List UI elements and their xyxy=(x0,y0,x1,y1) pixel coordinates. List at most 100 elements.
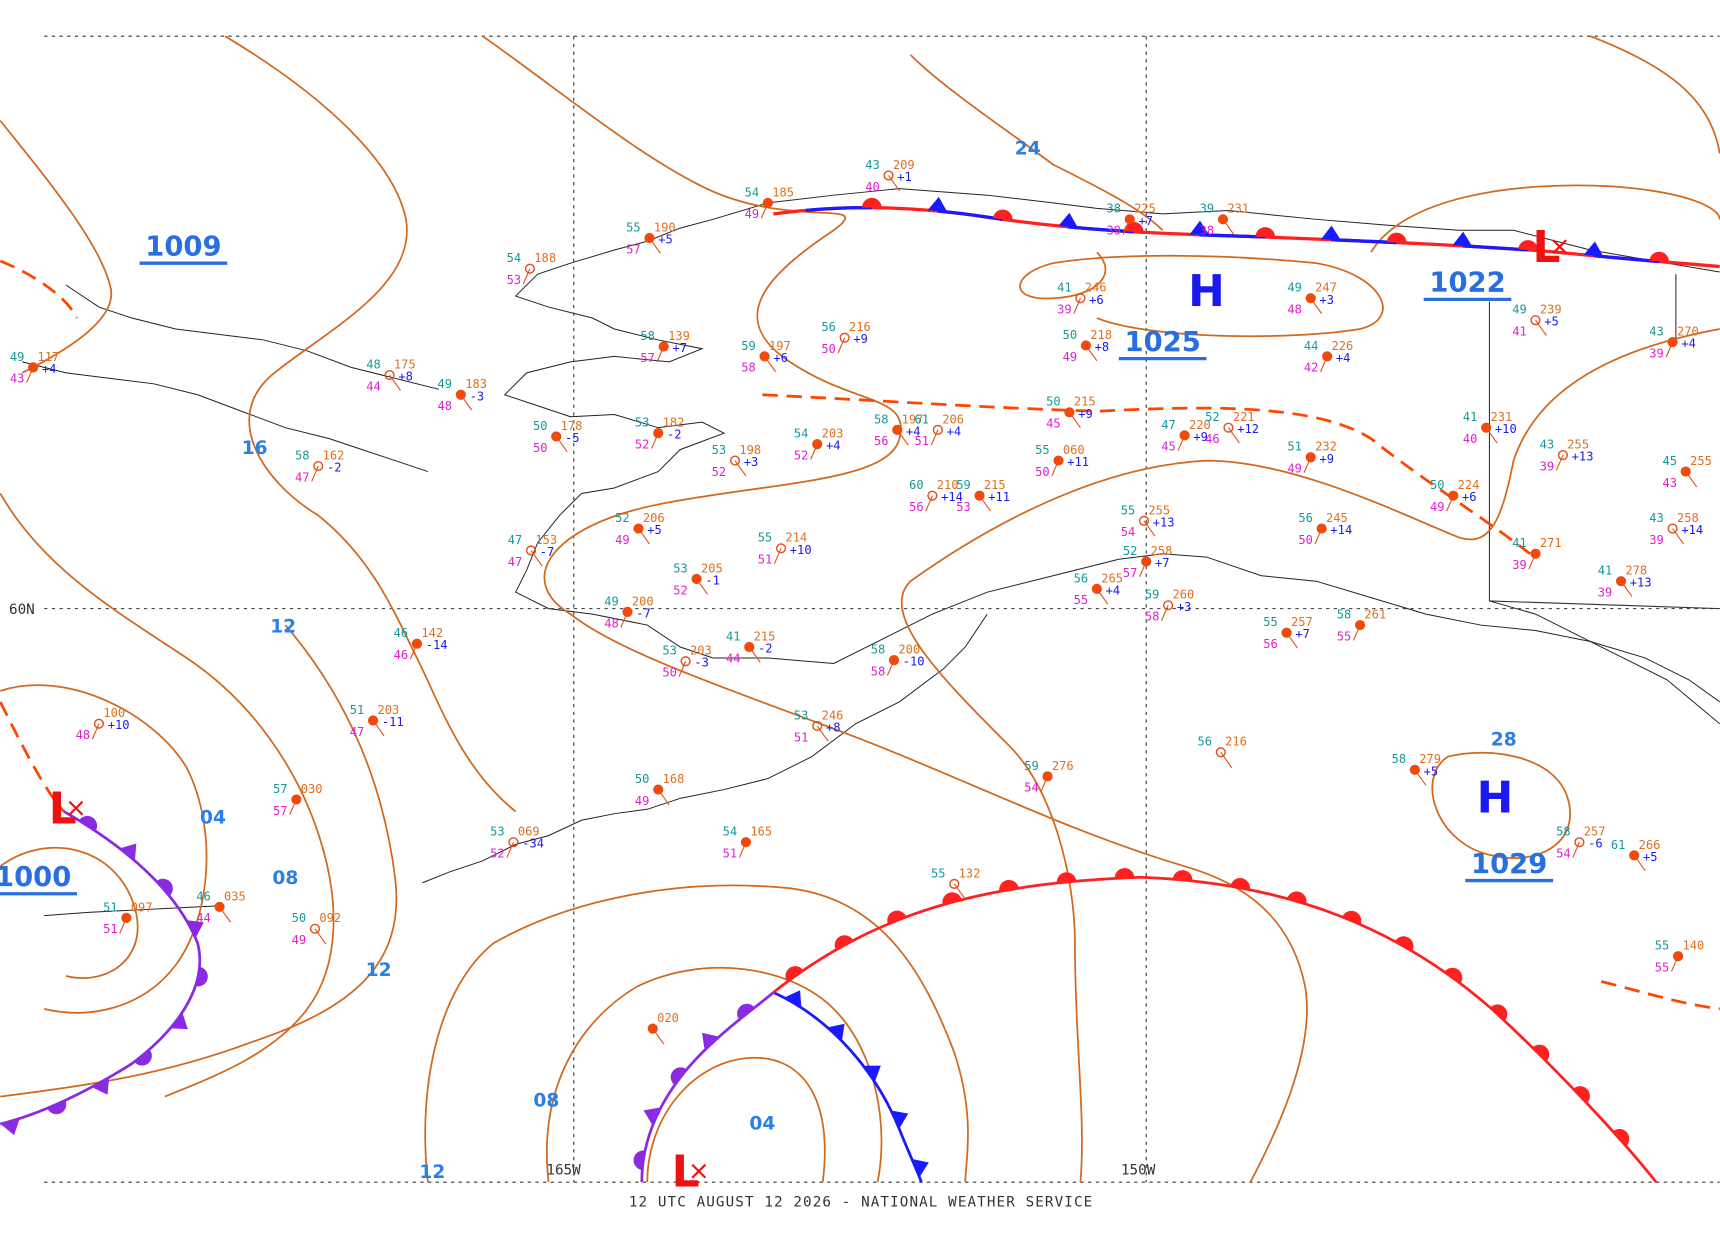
pressure-tendency: +5 xyxy=(1424,764,1439,778)
pressure: 245 xyxy=(1326,511,1348,525)
dewpoint: 58 xyxy=(871,665,886,679)
pressure: 139 xyxy=(668,329,690,343)
isobar-label: 16 xyxy=(242,438,268,459)
wind-barb xyxy=(530,550,543,567)
dewpoint: 45 xyxy=(1161,440,1176,454)
wind-barb xyxy=(289,799,297,815)
station-plot: 43 258 39 +14 xyxy=(1649,511,1703,547)
central-pressure: 1000 xyxy=(0,862,71,893)
pressure-tendency: -34 xyxy=(522,837,544,851)
wind-barb xyxy=(1122,219,1131,235)
front-symbol xyxy=(1123,221,1144,233)
wind-barb xyxy=(656,346,665,363)
wind-barb xyxy=(1051,460,1059,477)
pressure: 215 xyxy=(754,629,776,643)
station-plot: 53 203 50 -3 xyxy=(662,644,711,680)
station-plot: 58 279+5 xyxy=(1392,752,1441,786)
front-symbol xyxy=(156,878,173,896)
station-plot: 53 069 52 -34 xyxy=(490,825,544,861)
front-symbol xyxy=(891,1110,909,1129)
station-circle xyxy=(313,460,324,472)
station-plot: 41 231 40 +10 xyxy=(1463,410,1517,446)
temperature: 51 xyxy=(1287,440,1302,454)
pressure: 216 xyxy=(1225,735,1247,749)
pressure-tendency: +3 xyxy=(1319,293,1334,307)
pressure: 258 xyxy=(1151,544,1173,558)
pressure-tendency: +12 xyxy=(1237,422,1259,436)
pressure: 221 xyxy=(1233,410,1255,424)
dewpoint: 49 xyxy=(1287,462,1302,476)
wind-barb xyxy=(837,337,846,354)
station-plot: 47 153 47 -7 xyxy=(508,533,557,569)
station-plot: 50 224 49 +6 xyxy=(1430,478,1479,514)
station-plot: 100 48 +10 xyxy=(76,706,130,742)
pressure-tendency: +5 xyxy=(1643,850,1658,864)
station-plot: 61 266+5 xyxy=(1611,838,1660,872)
station-plot: 48 175 44 +8 xyxy=(366,357,415,393)
station-plot: 55 140 55 xyxy=(1655,939,1704,975)
dewpoint: 52 xyxy=(635,438,650,452)
station-plot: 43 255 39 +13 xyxy=(1540,438,1594,474)
temperature: 58 xyxy=(295,448,310,462)
pressure: 197 xyxy=(902,412,924,426)
front-symbol xyxy=(633,1150,645,1171)
pressure: 258 xyxy=(1677,511,1699,525)
wind-barb xyxy=(1446,495,1454,512)
temperature: 59 xyxy=(741,339,756,353)
pressure-tendency: -5 xyxy=(565,431,580,445)
pressure-tendency: +11 xyxy=(988,490,1010,504)
wind-barb xyxy=(555,436,568,453)
wind-barb xyxy=(1352,624,1361,641)
wind-barb xyxy=(1670,956,1679,972)
front-symbol xyxy=(784,990,802,1008)
temperature: 47 xyxy=(1161,418,1176,432)
pressure-tendency: +8 xyxy=(826,720,841,734)
temperature: 49 xyxy=(10,350,25,364)
temperature: 45 xyxy=(1662,454,1677,468)
dewpoint: 45 xyxy=(1046,417,1061,431)
station-plot: 54 165 51 xyxy=(723,825,772,861)
wind-barb xyxy=(1177,435,1186,451)
front-symbol xyxy=(911,1158,929,1178)
front-symbol xyxy=(927,196,948,212)
front-symbol xyxy=(1287,891,1307,905)
station-plot: 50 218 49 +8 xyxy=(1063,328,1112,364)
pressure-tendency: +1 xyxy=(897,170,912,184)
pressure: 100 xyxy=(103,706,125,720)
dewpoint: 44 xyxy=(366,379,381,393)
coastlines xyxy=(22,188,1720,917)
pressure-tendency: -2 xyxy=(667,428,682,442)
dewpoint: 39 xyxy=(1512,558,1527,572)
station-plot: 41 278 39 +13 xyxy=(1598,564,1652,600)
wind-barb xyxy=(1220,751,1233,768)
station-plot: 58 200 58 -10 xyxy=(871,643,925,679)
station-circle xyxy=(644,232,655,244)
front-symbol xyxy=(670,1067,687,1085)
isobar-label: 04 xyxy=(200,808,226,829)
station-circle xyxy=(28,362,39,373)
temperature: 55 xyxy=(931,866,946,880)
pressure: 232 xyxy=(1315,440,1337,454)
pressure-center: H xyxy=(1188,266,1225,317)
dewpoint: 54 xyxy=(1024,781,1039,795)
wind-barb xyxy=(372,720,385,737)
dewpoint: 44 xyxy=(726,651,741,665)
wind-barb xyxy=(1314,528,1323,545)
temperature: 61 xyxy=(915,412,930,426)
temperature: 56 xyxy=(1074,571,1089,585)
station-circle xyxy=(729,455,741,466)
temperature: 50 xyxy=(292,911,307,925)
dewpoint: 56 xyxy=(1263,637,1278,651)
wind-barb xyxy=(638,528,650,545)
temperature: 58 xyxy=(874,412,889,426)
front-symbol xyxy=(195,966,208,987)
temperature: 52 xyxy=(1123,544,1138,558)
pressure-tendency: +8 xyxy=(398,370,413,384)
dewpoint: 39 xyxy=(1598,586,1613,600)
dewpoint: 54 xyxy=(1556,847,1571,861)
front-symbol xyxy=(47,1100,67,1115)
station-circle xyxy=(680,656,691,667)
pressure: 097 xyxy=(131,900,153,914)
station-plot: 58 139 57 +7 xyxy=(640,329,689,365)
station-plot: 55 190 57 +5 xyxy=(626,220,675,256)
